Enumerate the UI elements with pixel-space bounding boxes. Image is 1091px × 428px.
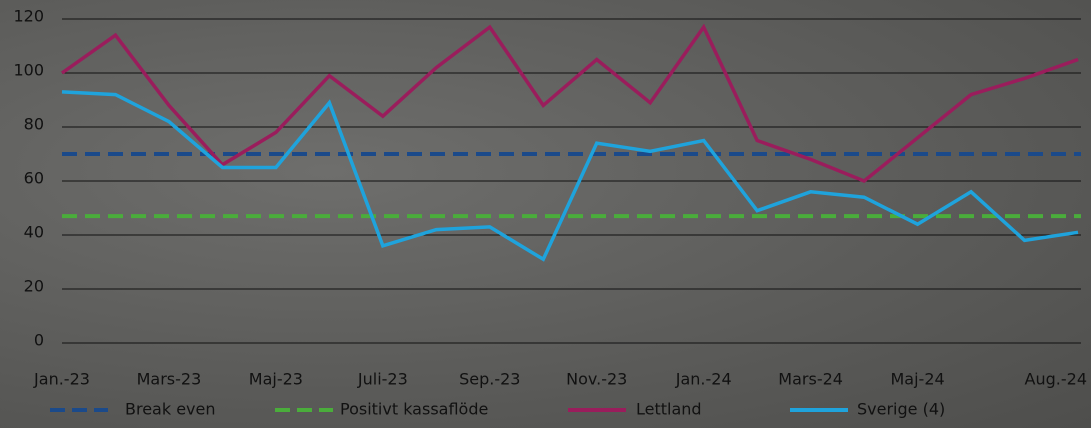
x-tick-label: Mars-24 [778, 370, 843, 389]
y-tick-label: 20 [24, 277, 44, 296]
x-tick-label: Jan.-24 [675, 370, 732, 389]
y-tick-label: 0 [34, 331, 44, 350]
legend-label: Break even [125, 400, 216, 419]
legend-label: Sverige (4) [857, 400, 945, 419]
x-tick-label: Maj-24 [890, 370, 944, 389]
x-tick-label: Jan.-23 [33, 370, 90, 389]
x-tick-label: Mars-23 [137, 370, 202, 389]
y-tick-label: 40 [24, 223, 44, 242]
x-tick-label: Juli-23 [357, 370, 408, 389]
y-tick-label: 60 [24, 169, 44, 188]
y-tick-label: 120 [13, 7, 44, 26]
legend-label: Positivt kassaflöde [340, 400, 488, 419]
legend-label: Lettland [636, 400, 702, 419]
x-tick-label: Nov.-23 [566, 370, 627, 389]
series-line [60, 23, 1079, 184]
y-tick-label: 80 [24, 115, 44, 134]
y-tick-label: 100 [13, 61, 44, 80]
x-tick-label: Maj-23 [249, 370, 303, 389]
series-line [61, 90, 1079, 262]
x-tick-label: Aug.-24 [1025, 370, 1087, 389]
x-tick-label: Sep.-23 [459, 370, 520, 389]
